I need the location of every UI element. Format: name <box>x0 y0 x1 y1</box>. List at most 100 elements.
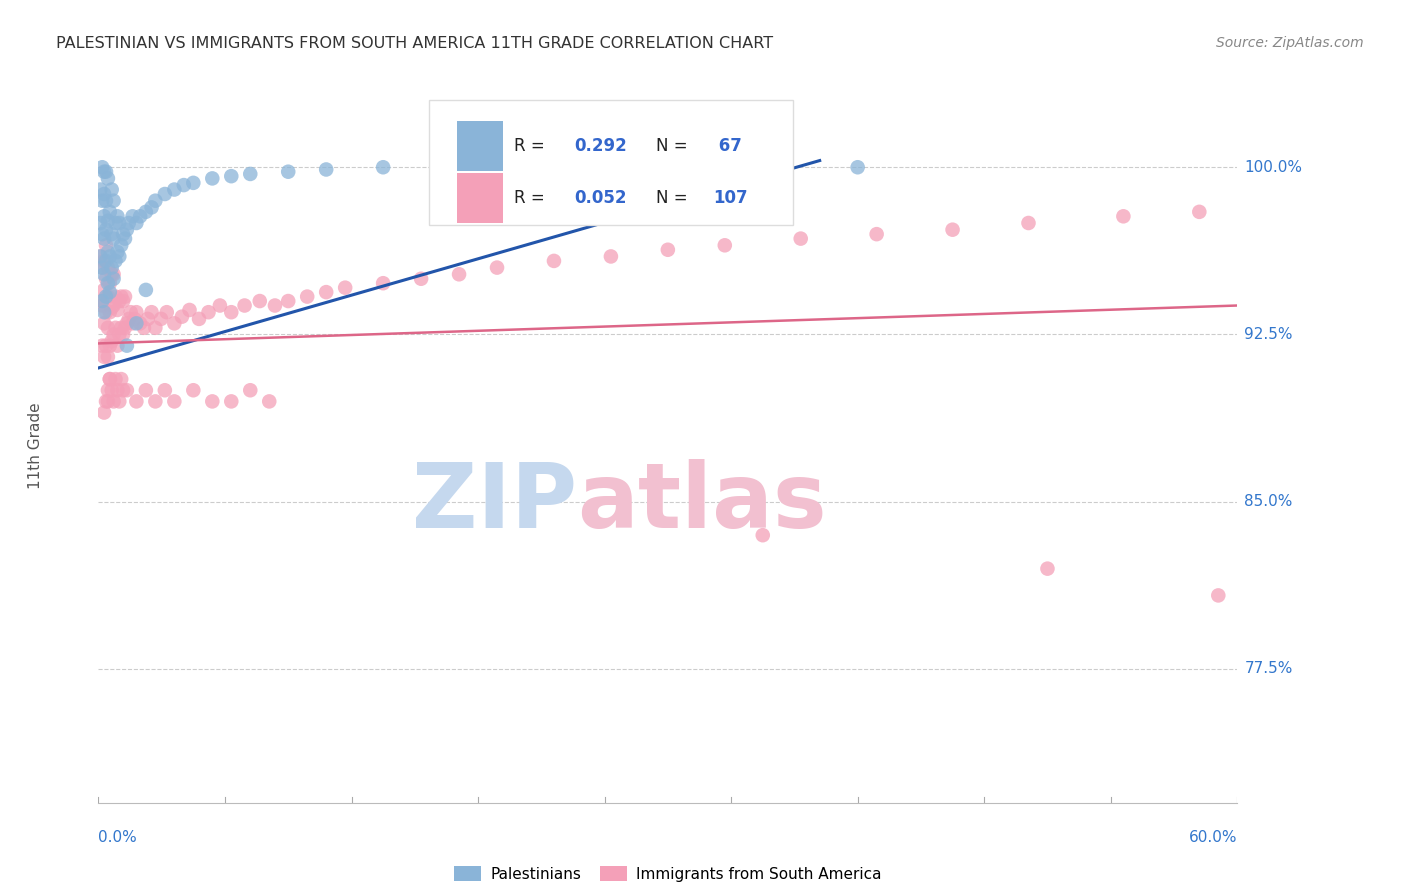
Point <box>201 394 224 409</box>
Point <box>91 194 114 208</box>
Point <box>97 320 120 334</box>
Point <box>233 298 256 312</box>
Point <box>221 394 243 409</box>
Point <box>94 338 117 352</box>
Point <box>100 301 122 315</box>
Point <box>1018 216 1040 230</box>
Text: N =: N = <box>657 136 693 154</box>
Point <box>114 289 136 303</box>
Point <box>97 289 120 303</box>
Point <box>259 394 281 409</box>
Point <box>114 320 136 334</box>
Point <box>135 204 157 219</box>
Point <box>94 194 117 208</box>
Text: 60.0%: 60.0% <box>1189 830 1237 845</box>
Point <box>104 320 127 334</box>
Point <box>118 216 141 230</box>
Point <box>115 222 138 236</box>
Point <box>371 160 394 174</box>
Point <box>141 305 163 319</box>
Point <box>562 160 585 174</box>
Point <box>98 338 121 352</box>
Text: R =: R = <box>515 136 550 154</box>
Point <box>125 305 148 319</box>
Point <box>846 160 869 174</box>
Point <box>239 167 262 181</box>
Point <box>103 271 125 285</box>
Point <box>150 311 173 326</box>
Point <box>129 209 152 223</box>
Point <box>163 394 186 409</box>
Point <box>94 289 117 303</box>
Point <box>141 200 163 214</box>
Point <box>93 253 115 268</box>
Point <box>121 209 143 223</box>
Point <box>98 249 121 263</box>
Point <box>89 182 111 196</box>
Text: ZIP: ZIP <box>412 459 576 547</box>
Point <box>97 383 120 397</box>
Point <box>112 227 135 241</box>
Point <box>110 372 132 386</box>
Point <box>115 338 138 352</box>
Point <box>94 394 117 409</box>
Point <box>93 350 115 364</box>
Point <box>221 305 243 319</box>
Point <box>132 320 155 334</box>
Point <box>100 182 122 196</box>
Legend: Palestinians, Immigrants from South America: Palestinians, Immigrants from South Amer… <box>447 860 889 888</box>
Point <box>188 311 211 326</box>
Point <box>94 253 117 268</box>
FancyBboxPatch shape <box>457 120 503 170</box>
Point <box>183 176 205 190</box>
Point <box>91 260 114 275</box>
Point <box>100 260 122 275</box>
Point <box>315 162 337 177</box>
Point <box>297 289 319 303</box>
Point <box>94 271 117 285</box>
Point <box>104 372 127 386</box>
Point <box>163 182 186 196</box>
Point <box>486 260 509 275</box>
Point <box>93 267 115 281</box>
Point <box>91 160 114 174</box>
Text: 107: 107 <box>713 189 748 207</box>
Point <box>145 194 167 208</box>
Point <box>94 164 117 178</box>
Point <box>449 267 471 281</box>
Point <box>179 302 201 317</box>
Point <box>249 293 271 308</box>
Point <box>91 338 114 352</box>
Point <box>107 383 129 397</box>
Point <box>97 171 120 186</box>
Point <box>264 298 287 312</box>
Point <box>97 244 120 259</box>
Point <box>467 160 489 174</box>
Point <box>543 253 565 268</box>
Text: PALESTINIAN VS IMMIGRANTS FROM SOUTH AMERICA 11TH GRADE CORRELATION CHART: PALESTINIAN VS IMMIGRANTS FROM SOUTH AME… <box>56 36 773 51</box>
Point <box>135 383 157 397</box>
Point <box>97 260 120 275</box>
Point <box>1036 561 1059 575</box>
Point <box>93 405 115 419</box>
Point <box>107 209 129 223</box>
Point <box>93 209 115 223</box>
Point <box>135 283 157 297</box>
Point <box>103 267 125 281</box>
Point <box>110 320 132 334</box>
Point <box>118 311 141 326</box>
Point <box>100 267 122 281</box>
Point <box>371 276 394 290</box>
FancyBboxPatch shape <box>429 100 793 225</box>
Point <box>93 316 115 330</box>
Point <box>104 216 127 230</box>
Text: 0.0%: 0.0% <box>98 830 138 845</box>
Point <box>108 216 131 230</box>
Point <box>89 249 111 263</box>
Point <box>98 372 121 386</box>
Point <box>714 238 737 252</box>
Point <box>315 285 337 299</box>
Point <box>107 338 129 352</box>
Point <box>108 327 131 342</box>
Point <box>942 222 965 236</box>
